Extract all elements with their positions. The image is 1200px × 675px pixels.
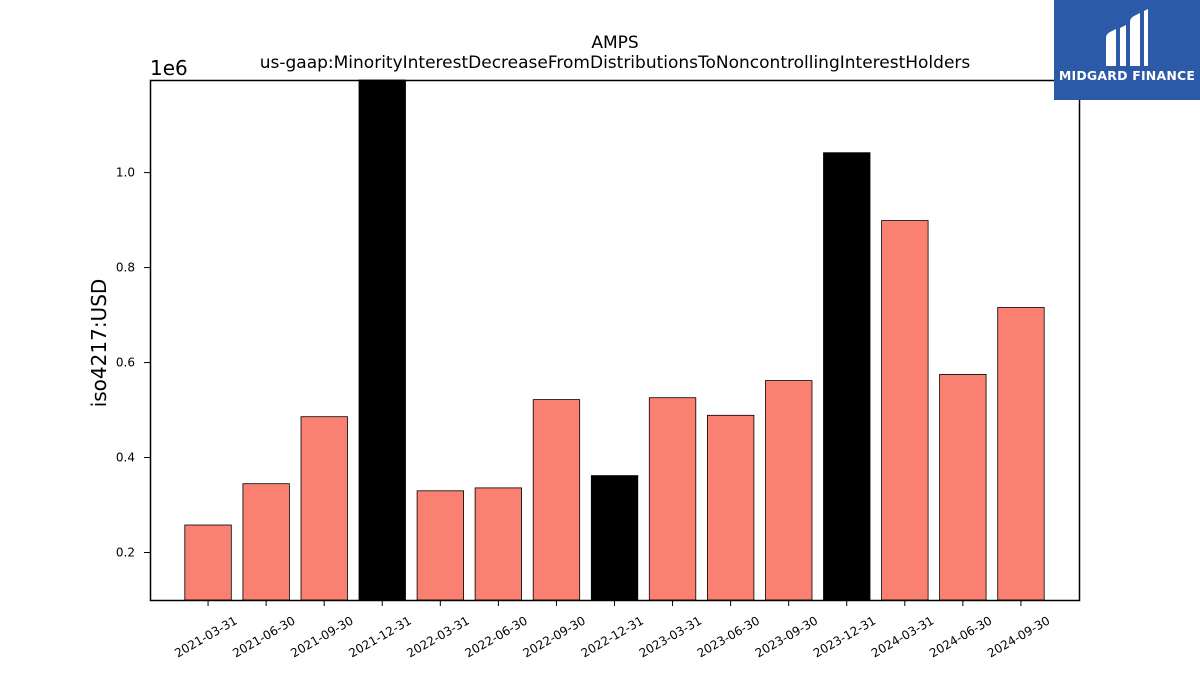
brand-logo: MIDGARD FINANCE — [1054, 0, 1200, 100]
x-tick-label: 2022-06-30 — [462, 613, 529, 660]
y-tick-label: 0.2 — [116, 546, 135, 560]
y-tick-label: 0.6 — [116, 356, 135, 370]
bar-2022-03-31 — [416, 490, 465, 601]
brand-name: MIDGARD FINANCE — [1058, 68, 1196, 83]
x-tick-label: 2021-06-30 — [230, 613, 297, 660]
x-tick-label: 2023-03-31 — [637, 613, 704, 660]
bar-2023-12-31 — [823, 152, 871, 601]
y-axis-multiplier: 1e6 — [150, 56, 188, 80]
x-tick-label: 2024-09-30 — [985, 613, 1052, 660]
bar-2022-06-30 — [474, 487, 523, 601]
plot-area-frame — [149, 79, 1081, 602]
bar-2021-12-31 — [358, 79, 406, 601]
chart-title: AMPS — [591, 33, 638, 53]
midgard-logo-icon — [1106, 9, 1148, 66]
bar-2022-09-30 — [532, 399, 581, 601]
chart-subtitle: us-gaap:MinorityInterestDecreaseFromDist… — [260, 53, 971, 73]
bar-2021-09-30 — [300, 416, 348, 601]
x-tick-label: 2021-12-31 — [346, 613, 413, 660]
bar-2021-03-31 — [184, 524, 232, 601]
bar-2023-06-30 — [707, 414, 755, 601]
x-tick-label: 2021-09-30 — [288, 613, 355, 660]
bar-2024-03-31 — [881, 220, 929, 601]
x-tick-label: 2023-12-31 — [811, 613, 878, 660]
y-tick-label: 0.4 — [116, 451, 135, 465]
y-tick-label: 0.8 — [116, 261, 135, 275]
x-tick-label: 2023-09-30 — [753, 613, 820, 660]
bar-2024-09-30 — [997, 307, 1045, 601]
bar-2021-06-30 — [242, 483, 290, 601]
x-tick-label: 2022-12-31 — [579, 613, 646, 660]
x-tick-label: 2022-03-31 — [404, 613, 471, 660]
bar-2023-09-30 — [765, 380, 813, 601]
x-tick-label: 2021-03-31 — [172, 613, 239, 660]
bar-2023-03-31 — [648, 397, 697, 601]
bar-2024-06-30 — [939, 373, 987, 601]
x-tick-label: 2024-03-31 — [869, 613, 936, 660]
bar-2022-12-31 — [590, 475, 639, 601]
x-tick-label: 2023-06-30 — [695, 613, 762, 660]
x-tick-label: 2024-06-30 — [927, 613, 994, 660]
y-axis-label: iso4217:USD — [87, 279, 111, 408]
x-tick-label: 2022-09-30 — [520, 613, 587, 660]
y-tick-label: 1.0 — [116, 166, 135, 180]
